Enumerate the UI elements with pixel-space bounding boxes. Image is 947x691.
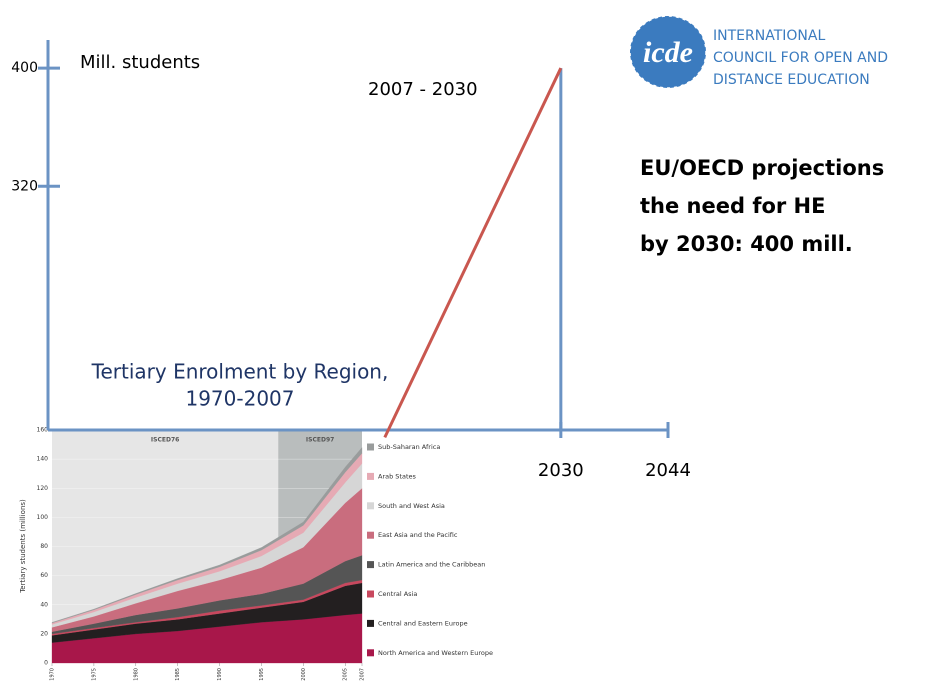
- logo: icde INTERNATIONAL COUNCIL FOR OPEN AND …: [629, 15, 888, 89]
- y-tick-label: 80: [40, 543, 48, 550]
- y-tick-label: 160: [37, 427, 49, 434]
- legend-swatch: [367, 502, 374, 510]
- y-tick-label: 120: [37, 485, 49, 492]
- y-tick-label: 100: [37, 514, 49, 521]
- x-tick-label: 2030: [538, 460, 584, 481]
- chart-title: 1970-2007: [185, 387, 294, 411]
- projection-line: [383, 67, 563, 439]
- logo-text: INTERNATIONAL: [713, 28, 825, 44]
- area: [51, 447, 363, 624]
- region-label: ISCED76: [151, 437, 179, 444]
- x-tick-label: 1995: [259, 668, 265, 681]
- y-tick-label: 320: [11, 178, 38, 194]
- legend-swatch: [367, 472, 374, 480]
- x-tick-label: 1980: [133, 668, 139, 681]
- y-tick-label: 20: [40, 630, 48, 637]
- x-tick-label: 2005: [343, 668, 349, 681]
- legend-swatch: [367, 531, 374, 539]
- legend-label: South and West Asia: [378, 502, 445, 510]
- legend-label: Central Asia: [378, 590, 417, 598]
- logo-globe-grid: [629, 15, 707, 89]
- x-tick-label: 2000: [301, 668, 307, 681]
- legend-swatch: [367, 590, 374, 598]
- legend-swatch: [367, 649, 374, 657]
- legend-label: Arab States: [378, 472, 416, 480]
- legend-label: North America and Western Europe: [378, 649, 493, 657]
- legend-swatch: [367, 619, 374, 627]
- legend-label: Sub-Saharan Africa: [378, 443, 440, 451]
- projection-chart: 320 400 2030 2044: [11, 40, 691, 481]
- region-label: ISCED97: [306, 437, 334, 444]
- legend-label: Latin America and the Caribbean: [378, 561, 485, 569]
- legend-swatch: [367, 561, 374, 569]
- y-tick-label: 0: [44, 660, 48, 667]
- x-tick-label: 1990: [217, 668, 223, 681]
- x-tick-label: 1985: [175, 668, 181, 681]
- x-tick-label: 2007: [360, 668, 366, 681]
- headline: EU/OECD projections: [640, 156, 884, 180]
- logo-text: DISTANCE EDUCATION: [713, 72, 870, 88]
- chart-title: Tertiary Enrolment by Region,: [91, 360, 389, 384]
- y-axis-label: Mill. students: [80, 52, 200, 73]
- legend-label: Central and Eastern Europe: [378, 619, 468, 627]
- logo-text: COUNCIL FOR OPEN AND: [713, 50, 888, 66]
- y-tick-label: 40: [40, 601, 48, 608]
- logo-mark: icde: [643, 36, 693, 69]
- y-tick-label: 60: [40, 572, 48, 579]
- headline: the need for HE: [640, 194, 825, 218]
- stacked-area-chart: ISCED76 ISCED97 0 20 40 60 80 100 120 140 160 1970 1…: [37, 427, 493, 681]
- annotation: 2007 - 2030: [368, 79, 478, 100]
- x-tick-label: 1975: [91, 668, 97, 681]
- x-tick-label: 2044: [645, 460, 691, 481]
- x-tick-label: 1970: [50, 668, 56, 681]
- logo-globe: [630, 16, 706, 88]
- y-tick-label: 400: [11, 60, 38, 76]
- legend-swatch: [367, 443, 374, 451]
- y-axis-label: Tertiary students (millions): [19, 499, 27, 594]
- headline: by 2030: 400 mill.: [640, 232, 853, 256]
- legend-label: East Asia and the Pacific: [378, 531, 458, 539]
- y-tick-label: 140: [37, 456, 49, 463]
